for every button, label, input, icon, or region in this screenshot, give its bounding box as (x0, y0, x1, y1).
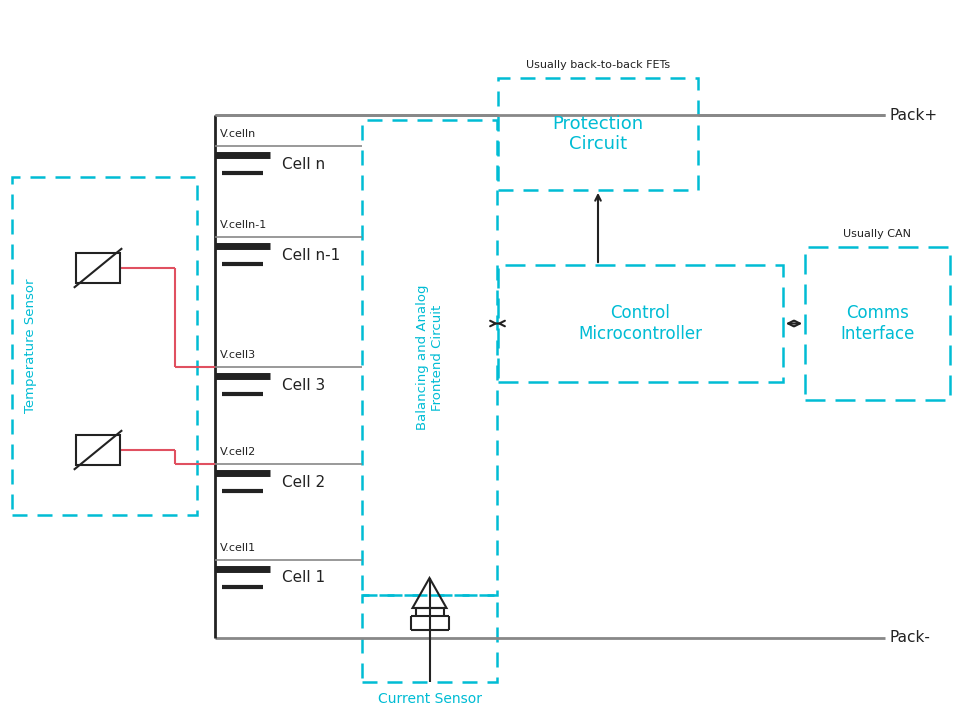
Text: Balancing and Analog
Frontend Circuit: Balancing and Analog Frontend Circuit (416, 284, 444, 431)
Text: V.celln-1: V.celln-1 (220, 220, 267, 230)
Text: Cell n-1: Cell n-1 (282, 248, 340, 263)
Text: V.cell1: V.cell1 (220, 543, 256, 553)
Text: Pack+: Pack+ (890, 107, 938, 122)
Bar (76, 253, 120, 284)
Text: Comms
Interface: Comms Interface (840, 304, 915, 343)
Text: V.cell3: V.cell3 (220, 350, 256, 360)
Text: Current Sensor: Current Sensor (377, 692, 482, 706)
Text: Temperature Sensor: Temperature Sensor (23, 279, 36, 413)
Text: Cell n: Cell n (282, 156, 325, 171)
Bar (76, 435, 120, 465)
Text: Usually CAN: Usually CAN (844, 229, 911, 239)
Text: V.cell2: V.cell2 (220, 447, 256, 457)
Text: Cell 2: Cell 2 (282, 474, 325, 490)
Text: V.celln: V.celln (220, 129, 256, 139)
Text: Usually back-to-back FETs: Usually back-to-back FETs (526, 60, 670, 70)
Text: Cell 1: Cell 1 (282, 570, 325, 585)
Text: Control
Microcontroller: Control Microcontroller (579, 304, 703, 343)
Text: Cell 3: Cell 3 (282, 377, 325, 392)
Text: Protection
Circuit: Protection Circuit (552, 114, 643, 153)
Text: Pack-: Pack- (890, 631, 931, 646)
